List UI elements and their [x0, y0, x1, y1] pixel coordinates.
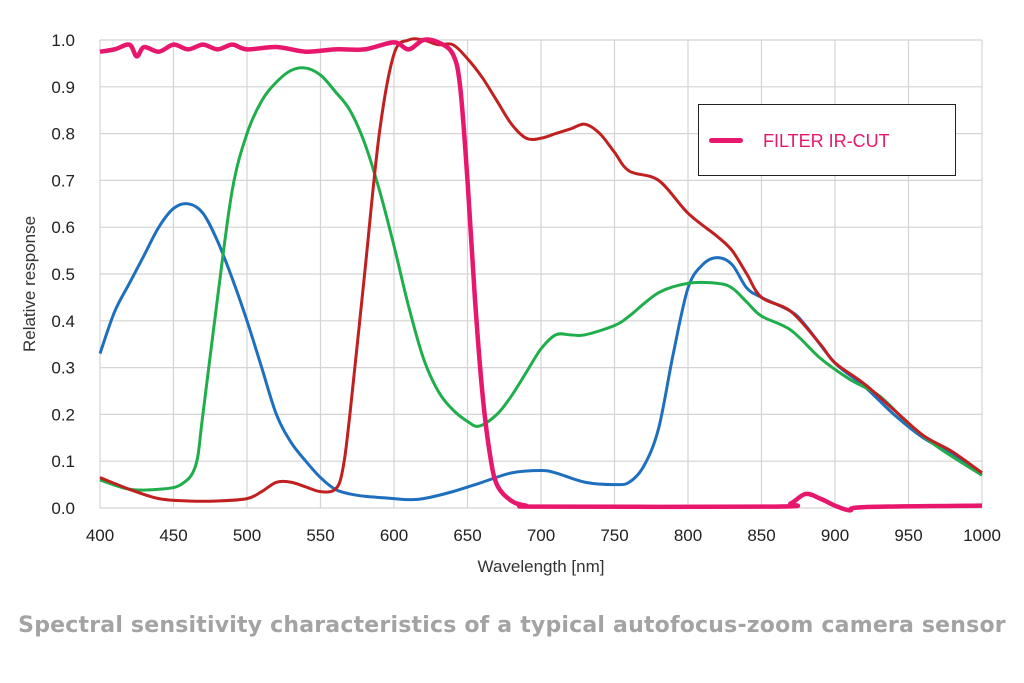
y-tick-label: 0.4: [51, 312, 75, 331]
legend-swatch-ir-cut: [709, 138, 743, 143]
y-tick-label: 0.8: [51, 125, 75, 144]
x-tick-label: 650: [453, 526, 481, 545]
x-tick-label: 750: [600, 526, 628, 545]
y-tick-label: 0.9: [51, 78, 75, 97]
y-tick-label: 0.6: [51, 218, 75, 237]
legend-label-ir-cut: FILTER IR-CUT: [763, 131, 890, 151]
x-tick-label: 450: [159, 526, 187, 545]
x-tick-label: 550: [306, 526, 334, 545]
x-tick-label: 1000: [963, 526, 1001, 545]
x-tick-label: 500: [233, 526, 261, 545]
legend: FILTER IR-CUT: [698, 104, 956, 176]
x-tick-labels: 400 450 500 550 600 650 700 750 800 850 900 950 1000: [86, 526, 1001, 545]
y-tick-label: 0.3: [51, 359, 75, 378]
figure-caption: Spectral sensitivity characteristics of …: [18, 613, 1006, 638]
y-axis-label: Relative response: [20, 216, 39, 352]
series-line-1: [99, 66, 983, 492]
series-line-2: [99, 37, 983, 503]
x-tick-label: 900: [821, 526, 849, 545]
y-tick-label: 0.5: [51, 265, 75, 284]
x-tick-label: 850: [747, 526, 775, 545]
x-axis-label: Wavelength [nm]: [478, 557, 605, 576]
x-tick-label: 700: [527, 526, 555, 545]
series-line-3: [99, 37, 983, 513]
y-tick-labels: 0.0 0.1 0.2 0.3 0.4 0.5 0.6 0.7 0.8 0.9 1.0: [51, 31, 75, 518]
y-tick-label: 0.0: [51, 499, 75, 518]
x-tick-label: 800: [674, 526, 702, 545]
y-tick-label: 0.7: [51, 171, 75, 190]
y-tick-label: 0.1: [51, 452, 75, 471]
x-tick-label: 600: [380, 526, 408, 545]
x-tick-label: 400: [86, 526, 114, 545]
series-lines: [98, 37, 983, 513]
spectral-chart: 400 450 500 550 600 650 700 750 800 850 900 950 1000…: [20, 31, 1001, 576]
y-tick-label: 1.0: [51, 31, 75, 50]
x-tick-label: 950: [894, 526, 922, 545]
y-tick-label: 0.2: [51, 405, 75, 424]
